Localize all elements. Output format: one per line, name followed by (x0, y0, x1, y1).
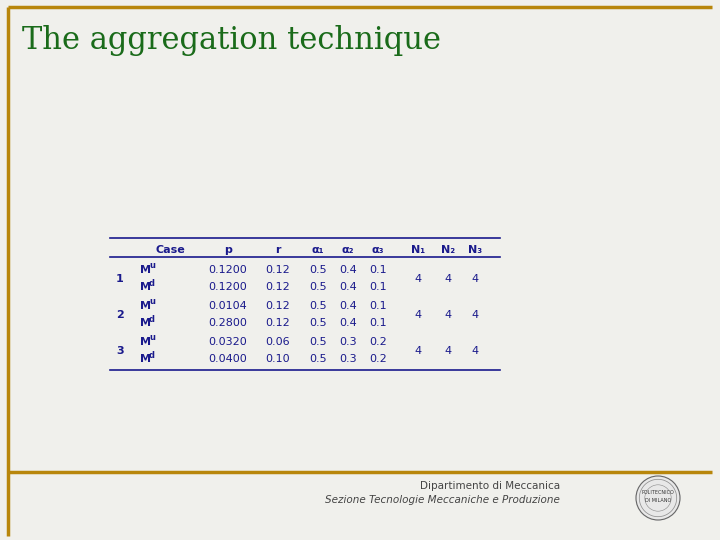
Text: 0.1200: 0.1200 (209, 265, 248, 275)
Text: u: u (149, 334, 155, 342)
Text: 0.1: 0.1 (369, 301, 387, 311)
Text: 0.12: 0.12 (266, 318, 290, 328)
Text: N₁: N₁ (411, 245, 425, 255)
Text: 0.5: 0.5 (309, 354, 327, 364)
Text: 0.3: 0.3 (339, 337, 357, 347)
Text: N₃: N₃ (468, 245, 482, 255)
Text: DI MILANO: DI MILANO (645, 498, 671, 503)
Text: u: u (149, 298, 155, 307)
Text: 4: 4 (415, 346, 422, 355)
Text: M: M (140, 301, 151, 311)
Text: d: d (149, 279, 155, 287)
Text: 0.2800: 0.2800 (209, 318, 248, 328)
Text: 0.10: 0.10 (266, 354, 290, 364)
Text: 4: 4 (444, 346, 451, 355)
Text: 4: 4 (472, 273, 479, 284)
Text: Dipartimento di Meccanica: Dipartimento di Meccanica (420, 481, 560, 491)
Text: α₃: α₃ (372, 245, 384, 255)
Text: 0.0320: 0.0320 (209, 337, 248, 347)
Text: 0.1200: 0.1200 (209, 282, 248, 292)
Text: 0.0104: 0.0104 (209, 301, 248, 311)
Text: 4: 4 (472, 309, 479, 320)
Text: 0.5: 0.5 (309, 318, 327, 328)
Text: 0.12: 0.12 (266, 265, 290, 275)
Text: 0.5: 0.5 (309, 337, 327, 347)
Text: 0.2: 0.2 (369, 337, 387, 347)
Text: Case: Case (155, 245, 185, 255)
Text: M: M (140, 265, 151, 275)
Text: d: d (149, 350, 155, 360)
Text: M: M (140, 354, 151, 364)
Text: 0.0400: 0.0400 (209, 354, 248, 364)
Text: 0.4: 0.4 (339, 282, 357, 292)
Text: Sezione Tecnologie Meccaniche e Produzione: Sezione Tecnologie Meccaniche e Produzio… (325, 495, 560, 505)
Text: u: u (149, 261, 155, 271)
Text: M: M (140, 282, 151, 292)
Text: M: M (140, 337, 151, 347)
Text: 0.3: 0.3 (339, 354, 357, 364)
Text: 0.12: 0.12 (266, 282, 290, 292)
Text: d: d (149, 314, 155, 323)
Text: 0.1: 0.1 (369, 282, 387, 292)
Text: POLITECNICO: POLITECNICO (642, 490, 675, 496)
Text: The aggregation technique: The aggregation technique (22, 24, 441, 56)
Text: 1: 1 (116, 273, 124, 284)
Text: 3: 3 (116, 346, 124, 355)
Text: α₂: α₂ (342, 245, 354, 255)
Text: 4: 4 (415, 273, 422, 284)
Text: 4: 4 (444, 273, 451, 284)
Text: 0.4: 0.4 (339, 301, 357, 311)
Text: N₂: N₂ (441, 245, 455, 255)
Text: 0.2: 0.2 (369, 354, 387, 364)
Text: 0.5: 0.5 (309, 265, 327, 275)
Text: M: M (140, 318, 151, 328)
Text: 0.5: 0.5 (309, 282, 327, 292)
Text: α₁: α₁ (312, 245, 324, 255)
Text: p: p (224, 245, 232, 255)
Text: 4: 4 (444, 309, 451, 320)
Text: 0.5: 0.5 (309, 301, 327, 311)
Text: 0.4: 0.4 (339, 318, 357, 328)
Text: 0.4: 0.4 (339, 265, 357, 275)
Text: 4: 4 (415, 309, 422, 320)
Circle shape (636, 476, 680, 520)
Text: 2: 2 (116, 309, 124, 320)
Text: 0.1: 0.1 (369, 265, 387, 275)
Text: 0.1: 0.1 (369, 318, 387, 328)
Text: 0.12: 0.12 (266, 301, 290, 311)
Text: r: r (275, 245, 281, 255)
Text: 4: 4 (472, 346, 479, 355)
Text: 0.06: 0.06 (266, 337, 290, 347)
